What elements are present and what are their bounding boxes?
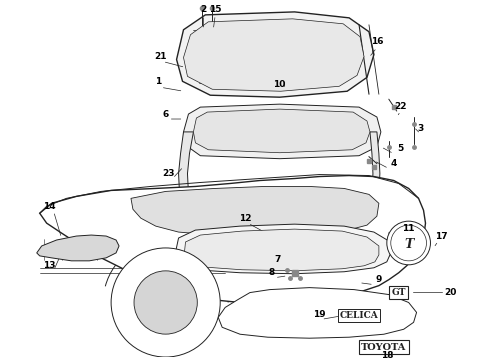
Text: 20: 20 [444,288,457,297]
Polygon shape [184,104,381,159]
Text: 21: 21 [154,52,167,61]
Polygon shape [131,186,379,236]
Text: 2: 2 [200,5,206,14]
Text: 17: 17 [435,231,448,240]
Text: TOYOTA: TOYOTA [361,343,407,352]
Text: 16: 16 [370,37,383,46]
Text: 4: 4 [391,159,397,168]
Text: 7: 7 [274,255,281,264]
Text: 15: 15 [209,5,221,14]
Text: CELICA: CELICA [340,311,378,320]
Polygon shape [363,132,380,226]
Polygon shape [37,235,119,261]
Circle shape [134,271,197,334]
Text: 9: 9 [376,275,382,284]
Polygon shape [40,176,425,302]
Polygon shape [185,229,379,271]
Text: 19: 19 [313,310,326,319]
Polygon shape [191,226,369,236]
Text: 10: 10 [273,80,286,89]
Text: 8: 8 [269,268,275,277]
Polygon shape [218,288,416,338]
Text: 22: 22 [394,102,407,111]
Polygon shape [184,19,364,91]
Text: 1: 1 [155,77,161,86]
Polygon shape [175,224,391,274]
Polygon shape [194,109,370,153]
Text: 12: 12 [239,214,251,223]
Circle shape [111,248,220,357]
Text: 18: 18 [381,351,393,360]
Text: 23: 23 [162,169,175,178]
Text: 6: 6 [163,109,169,118]
Text: GT: GT [392,288,406,297]
Polygon shape [176,12,374,97]
Polygon shape [178,132,196,226]
Circle shape [387,221,430,265]
Text: 11: 11 [402,224,415,233]
Text: 14: 14 [43,202,56,211]
Text: 5: 5 [397,144,404,153]
Circle shape [391,225,426,261]
Text: 3: 3 [417,125,424,134]
Text: 13: 13 [44,261,56,270]
Text: T: T [404,238,413,252]
